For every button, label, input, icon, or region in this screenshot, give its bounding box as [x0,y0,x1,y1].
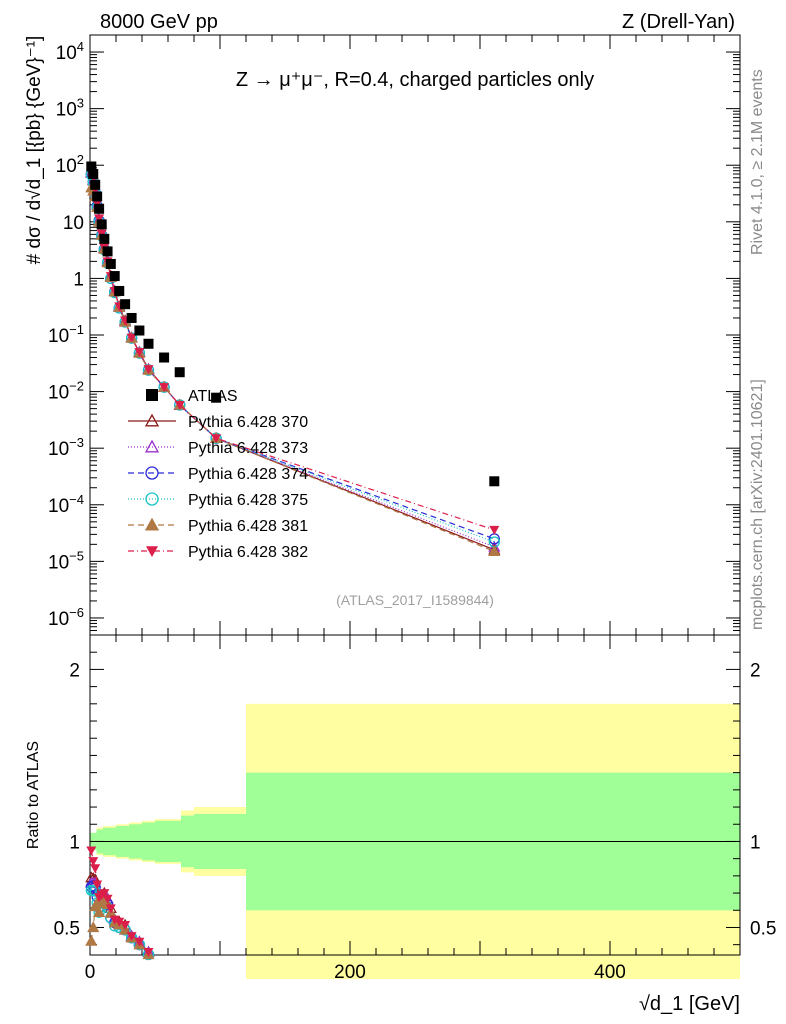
ratio-point [99,889,110,899]
y-axis-label-main: # dσ / d√d_1 [{pb} {GeV}⁻¹] [24,36,45,265]
ratio-tick-label: 2 [69,660,80,681]
series-line [90,173,495,548]
ratio-point [134,937,145,947]
legend-marker [146,389,158,401]
y-tick-label: 10−6 [48,605,84,630]
ratio-point [105,904,116,914]
data-point [88,168,99,179]
data-point [489,476,500,487]
data-point [99,233,110,244]
ratio-point [87,921,100,933]
mcplots-label: mcplots.cern.ch [arXiv:2401.10621] [749,379,766,630]
legend-marker [144,413,160,427]
ratio-curves [85,846,155,961]
ratio-point [114,917,125,927]
x-axis-label: √d_1 [GeV] [639,993,740,1015]
x-tick-label: 400 [594,962,626,983]
main-axes: 10−6 10−5 10−4 10−3 10−2 10−1 1 10 102 103 104 [48,34,741,636]
data-point [102,246,113,257]
data-point [159,352,170,363]
main-curves [85,161,501,557]
data-point [96,219,107,230]
series-point [134,348,145,358]
legend-label: Pythia 6.428 382 [188,544,308,561]
y-tick-label: 10−2 [48,379,84,404]
ratio-point [92,880,103,890]
plot-title: Z → μ⁺μ⁻, R=0.4, charged particles only [236,69,594,91]
header-left: 8000 GeV pp [100,11,218,33]
ratio-axes: 0 200 400 0.5 0.5 1 1 2 2 [54,634,776,983]
ratio-point [90,864,101,874]
ratio-tick-label: 1 [750,832,761,853]
series-point [159,383,170,393]
data-point [134,325,145,336]
ratio-point [88,857,99,867]
y-tick-label: 10−4 [48,492,84,517]
y-tick-label: 10 [63,213,84,234]
y-tick-label: 10−1 [48,322,84,347]
data-point [109,271,120,282]
legend-marker [145,492,159,506]
y-tick-label: 102 [56,152,84,177]
x-tick-label: 200 [334,962,366,983]
legend-label: Pythia 6.428 375 [188,492,308,509]
ratio-point [126,932,137,942]
ratio-frame [89,634,741,956]
y-tick-label: 10−5 [48,548,84,573]
data-point [86,161,97,172]
y-tick-label: 1 [73,269,84,290]
data-point [90,179,101,190]
series-point [143,365,154,375]
data-point [92,191,103,202]
legend-marker [144,517,160,531]
y-axis-label-ratio: Ratio to ATLAS [25,741,42,849]
ratio-point [120,921,131,931]
y-tick-label: 104 [56,39,84,64]
data-point [105,258,116,269]
x-tick-label: 0 [85,962,96,983]
legend-label: Pythia 6.428 373 [188,440,308,457]
data-point [94,203,105,214]
y-tick-label: 10−3 [48,435,84,460]
data-point [120,299,131,310]
series-point [174,400,185,410]
y-tick-label: 103 [56,96,84,121]
series-line [90,174,495,543]
data-point [211,392,222,403]
legend: ATLAS Pythia 6.428 370 Pythia 6.428 373 Pyt… [128,388,308,561]
data-point [174,367,185,378]
series-point [211,434,222,444]
ratio-point [85,934,98,946]
header-right: Z (Drell-Yan) [622,11,735,33]
legend-marker [145,466,159,480]
legend-marker [144,439,160,453]
data-point [114,285,125,296]
rivet-label: Rivet 4.1.0, ≥ 2.1M events [749,69,766,255]
data-point [143,338,154,349]
legend-label: Pythia 6.428 374 [188,466,308,483]
series-point [126,333,137,343]
legend-label: Pythia 6.428 381 [188,518,308,535]
ratio-point [86,846,97,856]
ratio-tick-label: 0.5 [54,918,80,939]
ratio-tick-label: 2 [750,660,761,681]
series-point [94,214,105,224]
series-point [488,545,501,557]
ratio-tick-label: 1 [69,832,80,853]
series-line [90,173,495,540]
legend-label: ATLAS [188,388,238,405]
ratio-point [92,905,106,917]
analysis-tag: (ATLAS_2017_I1589844) [336,592,494,608]
legend-marker [146,546,158,557]
data-point [126,312,137,323]
legend-label: Pythia 6.428 370 [188,414,308,431]
ratio-point [102,894,113,904]
ratio-tick-label: 0.5 [750,918,776,939]
ratio-point [143,948,154,958]
series-point [489,525,500,535]
